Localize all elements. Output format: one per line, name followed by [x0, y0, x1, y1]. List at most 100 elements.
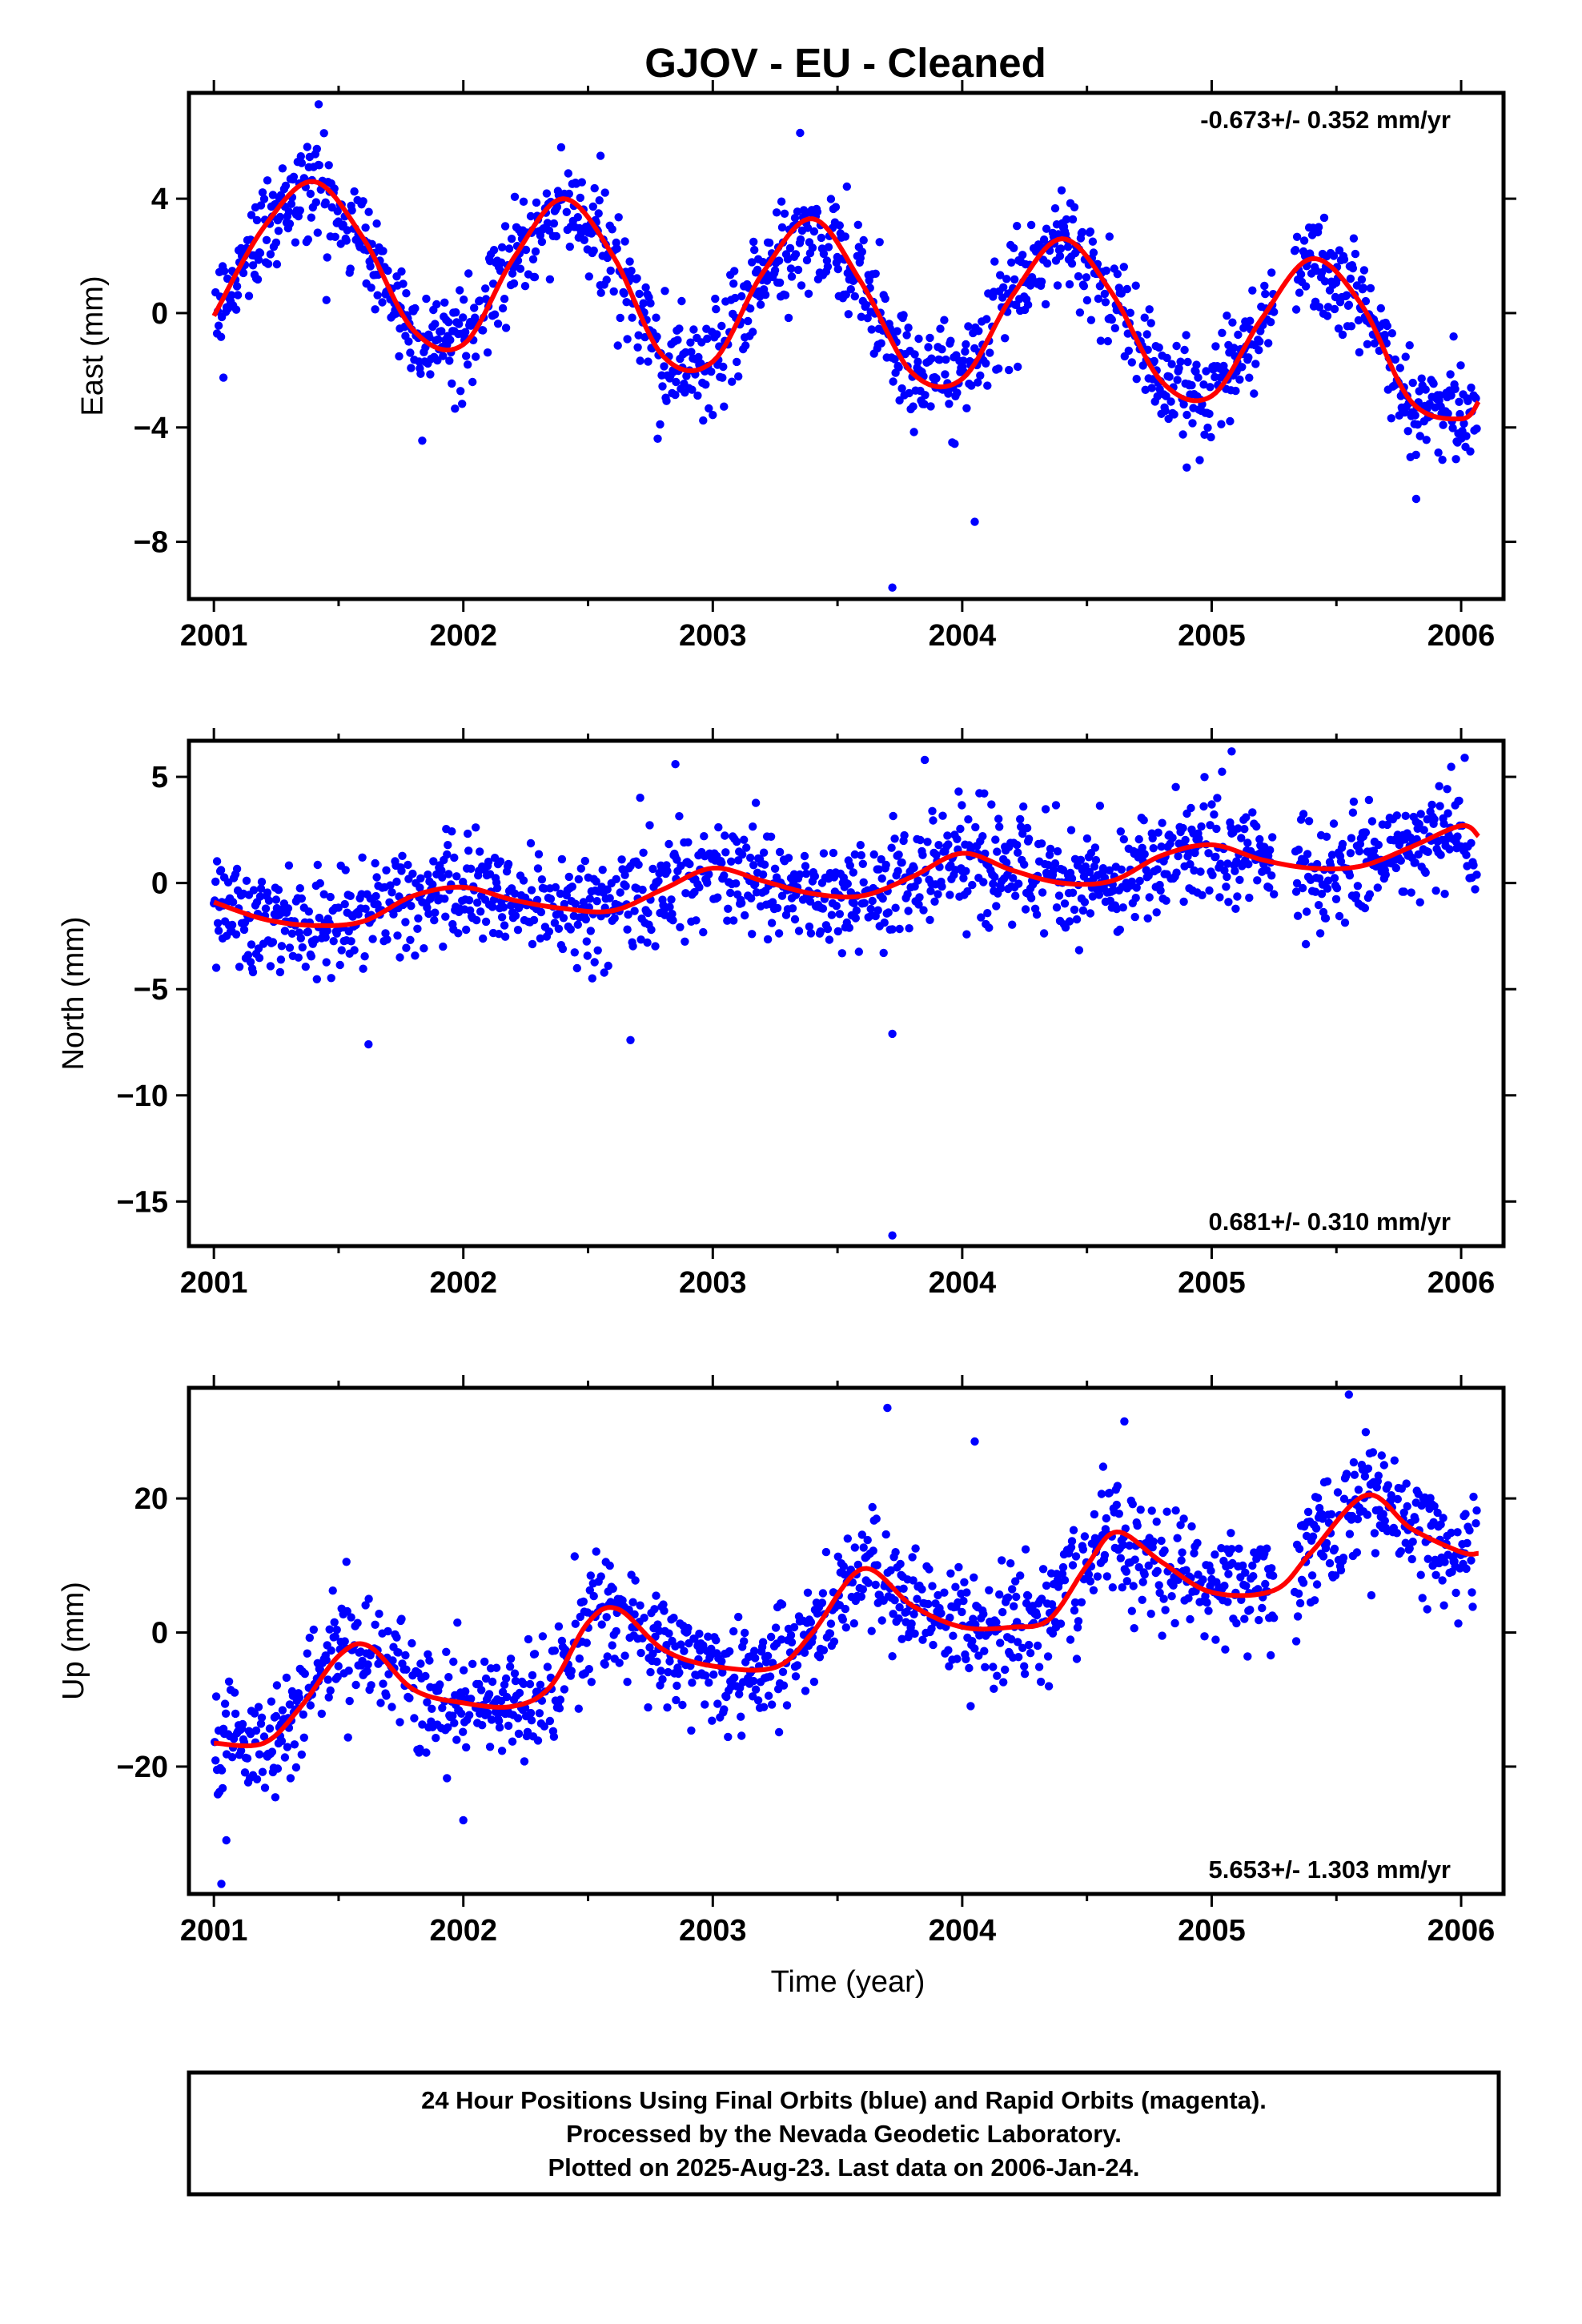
- up-point: [555, 1704, 564, 1713]
- up-points: [211, 1390, 1481, 1888]
- up-point: [1114, 1510, 1124, 1518]
- up-point: [1462, 1564, 1471, 1574]
- up-point: [1066, 1635, 1075, 1644]
- north-point: [439, 942, 448, 951]
- north-point: [989, 879, 998, 888]
- up-point: [636, 1601, 644, 1610]
- up-point: [1383, 1481, 1393, 1490]
- east-point: [532, 198, 541, 207]
- east-point: [537, 237, 547, 247]
- east-point: [974, 327, 983, 336]
- up-point: [1295, 1598, 1305, 1608]
- north-point: [382, 866, 391, 875]
- up-point: [1379, 1510, 1388, 1518]
- north-point: [476, 847, 484, 856]
- north-point: [372, 873, 381, 882]
- up-point: [556, 1695, 565, 1704]
- up-point: [817, 1598, 827, 1607]
- north-point: [246, 958, 255, 967]
- north-point: [794, 927, 804, 935]
- north-point: [1143, 914, 1152, 923]
- up-point: [236, 1746, 246, 1755]
- east-point: [1344, 300, 1354, 309]
- east-point: [938, 345, 946, 354]
- north-point: [257, 878, 267, 887]
- north-point: [264, 896, 274, 905]
- north-point: [464, 846, 473, 855]
- east-point: [786, 264, 796, 273]
- up-point: [763, 1651, 773, 1660]
- east-point: [595, 196, 604, 205]
- up-point: [282, 1673, 291, 1683]
- north-point: [1439, 819, 1448, 828]
- up-point: [1201, 1591, 1210, 1601]
- north-point: [877, 854, 885, 864]
- up-point: [735, 1690, 744, 1699]
- north-point: [256, 884, 266, 893]
- up-point: [778, 1667, 788, 1676]
- up-point: [1129, 1582, 1138, 1590]
- up-point: [1074, 1617, 1083, 1626]
- up-point: [946, 1569, 955, 1578]
- east-point: [543, 219, 552, 227]
- north-point: [1223, 872, 1231, 882]
- north-point: [228, 898, 238, 907]
- north-point: [1002, 858, 1011, 867]
- east-point: [516, 264, 525, 273]
- up-point: [843, 1534, 853, 1543]
- north-point: [526, 838, 536, 848]
- east-point: [1094, 294, 1103, 304]
- north-point: [564, 872, 573, 882]
- up-point: [656, 1667, 665, 1675]
- north-point: [1127, 877, 1137, 887]
- east-point: [1150, 356, 1158, 366]
- up-point: [277, 1736, 287, 1746]
- north-point: [247, 940, 256, 949]
- up-point: [1319, 1552, 1328, 1561]
- north-xtick-label: 2004: [929, 1266, 997, 1300]
- up-point: [543, 1663, 552, 1671]
- up-point: [353, 1618, 362, 1627]
- east-point: [219, 373, 228, 382]
- up-point: [990, 1684, 998, 1693]
- east-point: [1079, 282, 1089, 291]
- up-point: [457, 1709, 466, 1718]
- north-point: [1179, 897, 1188, 907]
- north-point: [890, 834, 899, 843]
- north-point: [255, 892, 265, 901]
- up-point: [1118, 1583, 1127, 1592]
- up-point: [1122, 1577, 1132, 1586]
- north-point: [576, 864, 585, 873]
- up-point: [989, 1663, 998, 1671]
- north-point: [775, 847, 785, 857]
- north-point: [956, 824, 965, 834]
- north-point: [1024, 834, 1034, 843]
- up-point: [863, 1535, 872, 1545]
- north-rate-label: 0.681+/- 0.310 mm/yr: [1209, 1208, 1451, 1236]
- east-point: [1018, 251, 1027, 259]
- north-point: [1447, 762, 1456, 771]
- up-point: [1160, 1546, 1169, 1555]
- north-point: [1327, 850, 1337, 859]
- north-point: [1204, 849, 1213, 858]
- north-xtick-label: 2001: [180, 1266, 248, 1300]
- up-point: [853, 1560, 863, 1570]
- north-xtick-label: 2003: [679, 1266, 747, 1300]
- east-point: [967, 381, 976, 390]
- north-point: [1013, 840, 1022, 850]
- north-point: [766, 832, 776, 842]
- up-point: [1036, 1677, 1046, 1687]
- up-point: [1060, 1576, 1070, 1585]
- east-point: [1100, 289, 1110, 299]
- up-point: [1118, 1540, 1128, 1550]
- north-point: [987, 800, 996, 809]
- east-point: [391, 309, 400, 318]
- north-point: [1234, 824, 1243, 833]
- east-point: [1413, 420, 1422, 429]
- east-point: [718, 373, 727, 382]
- north-point: [496, 857, 505, 866]
- up-point: [871, 1580, 880, 1590]
- east-point: [271, 238, 281, 247]
- north-point: [346, 891, 355, 901]
- east-point: [613, 341, 622, 350]
